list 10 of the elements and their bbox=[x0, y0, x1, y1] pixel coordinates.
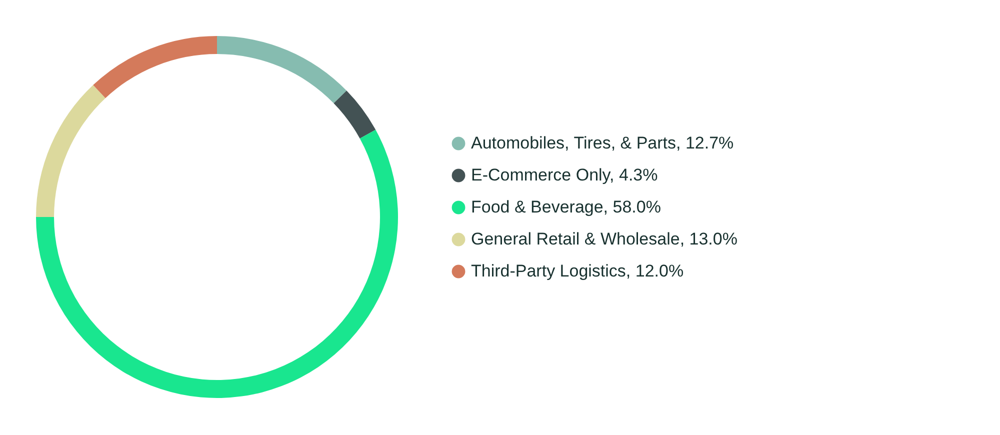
legend-label: Automobiles, Tires, & Parts, 12.7% bbox=[471, 134, 734, 152]
legend-label: Third-Party Logistics, 12.0% bbox=[471, 262, 684, 280]
legend-label: Food & Beverage, 58.0% bbox=[471, 198, 661, 216]
donut-slice bbox=[36, 130, 398, 398]
donut-slice bbox=[36, 85, 106, 217]
donut-slice bbox=[217, 36, 347, 104]
donut-slice bbox=[93, 36, 217, 98]
donut-slice bbox=[334, 90, 376, 138]
legend-label: General Retail & Wholesale, 13.0% bbox=[471, 230, 738, 248]
legend-label: E-Commerce Only, 4.3% bbox=[471, 166, 658, 184]
